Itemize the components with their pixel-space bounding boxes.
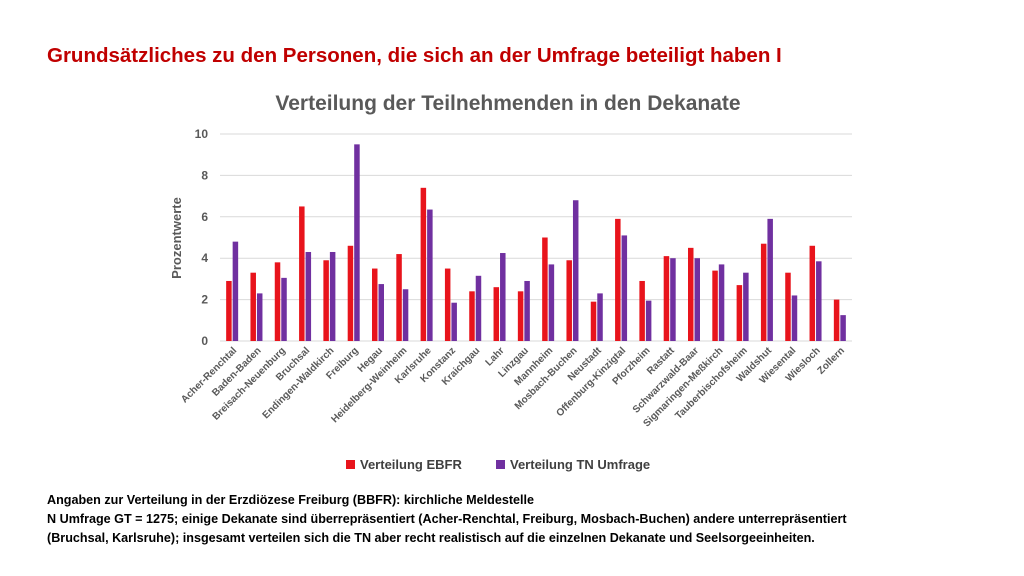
bar-ebfr — [469, 291, 475, 341]
bar-ebfr — [833, 299, 840, 341]
bar-ebfr — [420, 187, 427, 341]
bar-ebfr — [785, 272, 791, 341]
bar-ebfr — [663, 256, 670, 341]
bar-ebfr — [760, 243, 767, 341]
bar-tn — [232, 241, 239, 341]
bar-ebfr — [396, 254, 402, 341]
y-axis-title: Prozentwerte — [169, 197, 184, 279]
bar-tn — [524, 280, 530, 341]
legend-label: Verteilung TN Umfrage — [510, 457, 650, 472]
bar-ebfr — [444, 268, 451, 341]
bar-tn — [354, 144, 360, 341]
legend-swatch — [496, 460, 505, 469]
bar-ebfr — [566, 260, 572, 341]
bar-tn — [645, 300, 652, 341]
bar-tn — [451, 302, 457, 341]
slide-title: Grundsätzliches zu den Personen, die sic… — [47, 44, 782, 67]
bar-ebfr — [299, 206, 305, 341]
note-line-3: (Bruchsal, Karlsruhe); insgesamt verteil… — [47, 531, 815, 545]
bar-ebfr — [809, 245, 816, 341]
y-axis-ticks: 0 2 4 6 8 10 — [195, 127, 209, 348]
bar-ebfr — [274, 262, 281, 341]
chart-title: Verteilung der Teilnehmenden in den Deka… — [275, 92, 740, 115]
legend: Verteilung EBFR Verteilung TN Umfrage — [346, 457, 650, 472]
bar-tn — [621, 235, 628, 341]
y-tick-label: 8 — [201, 168, 208, 182]
bar-ebfr — [250, 272, 256, 341]
bar-tn — [816, 261, 822, 341]
bar-tn — [329, 251, 336, 341]
bar-tn — [427, 209, 433, 341]
bars — [226, 144, 846, 341]
bar-ebfr — [542, 237, 548, 341]
bar-ebfr — [590, 301, 597, 341]
bar-tn — [694, 258, 700, 341]
bar-tn — [475, 275, 482, 341]
grid-layer — [220, 133, 852, 342]
bar-tn — [378, 284, 384, 341]
bar-ebfr — [736, 285, 743, 341]
bar-tn — [500, 253, 506, 341]
bar-ebfr — [615, 218, 621, 341]
y-tick-label: 10 — [195, 127, 209, 141]
bar-ebfr — [688, 247, 694, 341]
bar-tn — [670, 258, 676, 341]
x-axis-categories: Acher-RenchtalBaden-BadenBreisach-Neuenb… — [179, 345, 847, 429]
bar-tn — [597, 293, 603, 341]
bar-tn — [281, 277, 287, 341]
legend-label: Verteilung EBFR — [360, 457, 462, 472]
bar-tn — [256, 293, 263, 341]
y-tick-label: 0 — [201, 334, 208, 348]
bar-tn — [840, 315, 846, 341]
x-category-label: Zollern — [816, 345, 847, 376]
bar-ebfr — [347, 245, 354, 341]
bar-tn — [402, 289, 409, 341]
note-line-1: Angaben zur Verteilung in der Erzdiözese… — [47, 493, 535, 507]
bar-ebfr — [226, 280, 232, 341]
bar-ebfr — [639, 280, 645, 341]
y-tick-label: 2 — [201, 293, 208, 307]
legend-swatch — [346, 460, 355, 469]
bar-ebfr — [712, 270, 718, 341]
notes: Angaben zur Verteilung in der Erzdiözese… — [47, 491, 1007, 548]
bar-tn — [572, 200, 579, 341]
bar-tn — [743, 272, 749, 341]
bar-tn — [718, 264, 725, 341]
bar-ebfr — [372, 268, 378, 341]
note-line-2: N Umfrage GT = 1275; einige Dekanate sin… — [47, 512, 847, 526]
y-tick-label: 6 — [201, 210, 208, 224]
bar-ebfr — [493, 287, 500, 341]
bar-tn — [767, 218, 773, 341]
bar-tn — [791, 295, 798, 341]
bar-ebfr — [517, 291, 524, 341]
bar-ebfr — [323, 260, 329, 341]
bar-tn — [548, 264, 555, 341]
bar-tn — [305, 251, 312, 341]
y-tick-label: 4 — [201, 251, 208, 265]
